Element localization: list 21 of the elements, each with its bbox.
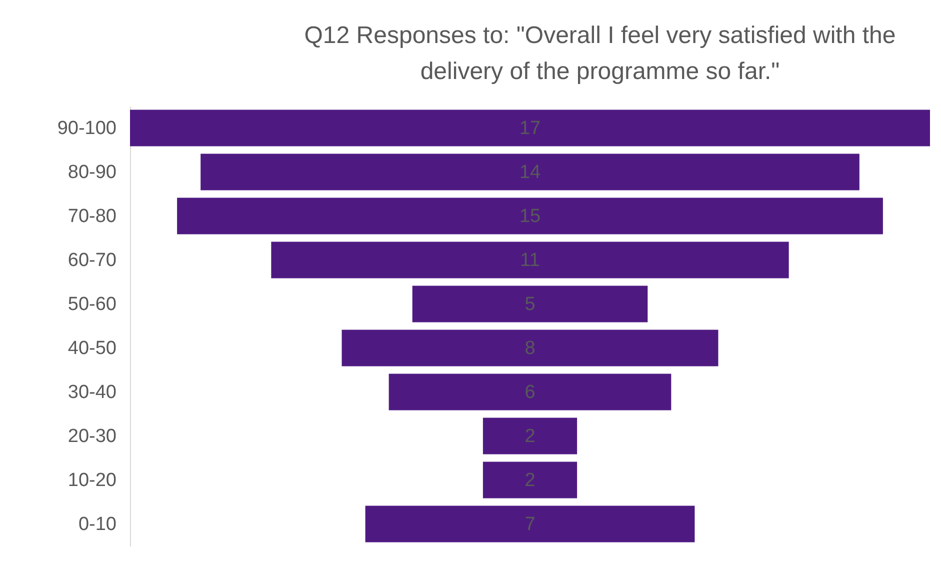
category-label: 20-30	[68, 426, 116, 447]
data-label: 17	[519, 118, 541, 139]
data-label: 8	[524, 338, 536, 359]
category-label: 40-50	[68, 338, 116, 359]
text: Q12 Responses to: "Overall I feel very satisfied with the delivery of the programme so far."	[303, 21, 897, 87]
data-label: 2	[524, 470, 536, 491]
category-label: 50-60	[68, 294, 116, 315]
data-label: 5	[524, 294, 536, 315]
data-label: 15	[519, 206, 541, 227]
data-label: 7	[524, 514, 536, 535]
category-label: 90-100	[57, 118, 116, 139]
data-label: 2	[524, 426, 536, 447]
data-label: 11	[520, 250, 540, 271]
category-label: 80-90	[68, 162, 116, 183]
category-label: 0-10	[78, 514, 116, 535]
data-label: 14	[519, 162, 541, 183]
category-label: 10-20	[68, 470, 116, 491]
data-label: 6	[524, 382, 536, 403]
category-label: 60-70	[68, 250, 116, 271]
category-label: 30-40	[68, 382, 116, 403]
category-label: 70-80	[68, 206, 116, 227]
